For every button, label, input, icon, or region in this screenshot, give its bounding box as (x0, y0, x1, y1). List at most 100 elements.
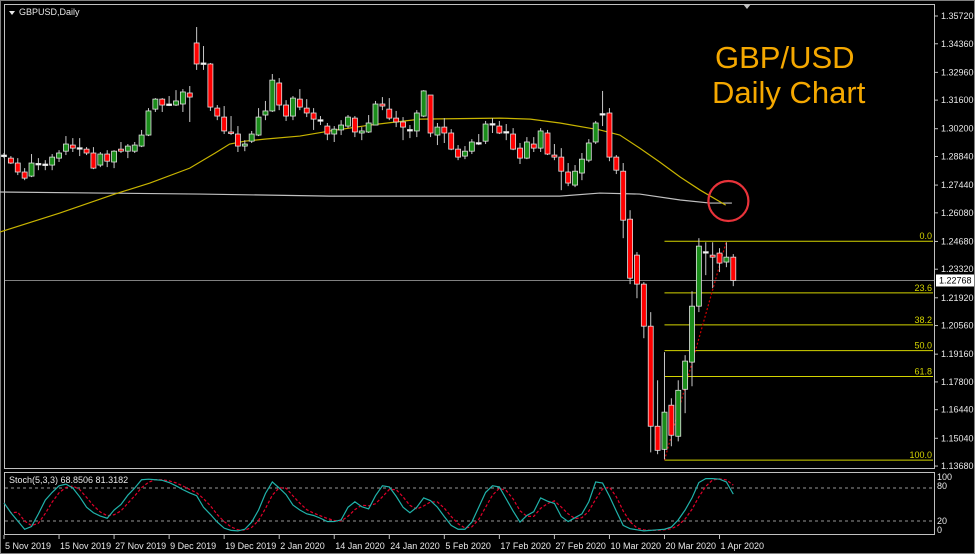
candle (695, 238, 702, 313)
date-axis-label: 2 Jan 2020 (280, 541, 325, 551)
main-pane-border (4, 4, 935, 469)
candle-body (262, 110, 269, 116)
candle (145, 108, 152, 137)
chart-shift-marker-icon[interactable] (743, 4, 751, 9)
candle (682, 355, 689, 414)
candle (434, 123, 441, 146)
candle (63, 136, 69, 156)
candle (303, 99, 310, 118)
candle (138, 129, 145, 148)
candle (613, 155, 620, 175)
candle-body (427, 94, 434, 134)
candle-body (695, 245, 702, 307)
candle (572, 165, 578, 188)
candle-body (324, 125, 331, 135)
candle-body (241, 143, 248, 147)
candle (262, 100, 269, 121)
candle (427, 94, 434, 138)
date-axis-label: 1 Apr 2020 (721, 541, 765, 551)
candle (255, 108, 262, 137)
price-axis-label: 1.16440 (941, 405, 974, 415)
candle-body (441, 126, 448, 134)
candle (118, 141, 124, 154)
candle-body (634, 254, 640, 285)
candle (592, 120, 599, 145)
candle (702, 242, 709, 276)
candle-body (152, 98, 159, 110)
candle-body (159, 98, 166, 106)
candle-body (434, 126, 441, 136)
stoch-signal-line (3, 478, 734, 531)
candle (579, 153, 585, 181)
symbol-dropdown-icon[interactable] (9, 11, 15, 15)
candle-body (351, 117, 358, 133)
candle (475, 134, 482, 146)
candle-body (413, 112, 420, 132)
price-axis-label: 1.32960 (941, 67, 974, 77)
candle-body (200, 62, 207, 65)
candle-body (186, 92, 193, 98)
fib-level-label: 61.8 (914, 367, 932, 377)
date-axis-label: 9 Dec 2019 (170, 541, 216, 551)
candle-body (613, 156, 620, 171)
price-axis-label: 1.27440 (941, 180, 974, 190)
candle-body (235, 133, 241, 147)
candle (510, 128, 517, 151)
price-axis-label: 1.31600 (941, 95, 974, 105)
candle-body (317, 119, 324, 122)
candle (723, 242, 730, 268)
price-axis-label: 1.24680 (941, 236, 974, 246)
stoch-axis-label: 80 (937, 481, 947, 491)
candle (482, 120, 489, 145)
candle (716, 248, 723, 273)
candle-body (63, 143, 69, 152)
annotation-title-line2: Daily Chart (712, 75, 866, 110)
candle-body (131, 144, 138, 152)
candle-body (166, 103, 173, 106)
date-axis-label: 24 Jan 2020 (390, 541, 440, 551)
candle (441, 118, 448, 144)
candle (455, 145, 461, 161)
candle (599, 90, 606, 127)
candle-body (276, 82, 283, 106)
candle (248, 130, 255, 144)
candle (104, 150, 111, 168)
price-axis-label: 1.13680 (941, 461, 974, 471)
current-price-box (936, 274, 974, 287)
date-axis-label: 14 Jan 2020 (335, 541, 385, 551)
candle (269, 73, 276, 112)
candle (393, 110, 400, 128)
candle (420, 90, 427, 118)
fib-level-label: 50.0 (914, 341, 932, 351)
candle (496, 120, 503, 135)
candle (551, 144, 558, 161)
date-axis-label: 20 Mar 2020 (665, 541, 716, 551)
candle-body (14, 162, 21, 173)
candle (76, 138, 83, 157)
candle (400, 117, 406, 141)
candle-body (661, 411, 668, 450)
price-axis-label: 1.17800 (941, 377, 974, 387)
candle (537, 128, 544, 152)
candle (14, 158, 21, 176)
candle-body (523, 141, 530, 159)
candle-body (496, 125, 503, 134)
candle-body (682, 360, 689, 390)
candle-body (138, 134, 145, 147)
candle-body (269, 79, 276, 112)
candle-body (365, 122, 372, 133)
candle (1, 153, 7, 159)
candle-body (386, 108, 393, 119)
price-axis-label: 1.34360 (941, 39, 974, 49)
date-axis-label: 17 Feb 2020 (500, 541, 551, 551)
candle-body (468, 141, 475, 152)
candle-body (331, 128, 338, 135)
date-axis-label: 5 Feb 2020 (445, 541, 491, 551)
candle-body (42, 163, 49, 166)
candle-body (510, 133, 517, 150)
candle (124, 144, 131, 159)
candle (97, 151, 104, 168)
candle-body (76, 147, 83, 150)
candle-body (296, 98, 303, 108)
